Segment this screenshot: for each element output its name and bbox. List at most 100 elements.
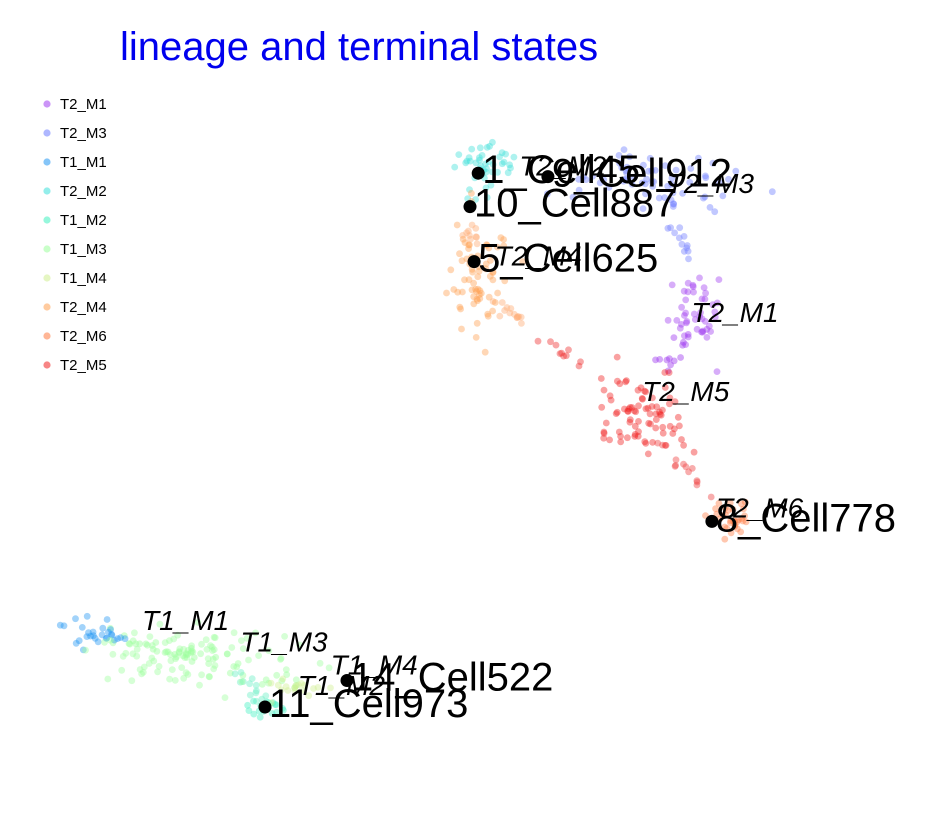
data-point-t2-m4 [473,319,481,327]
bridge-point [680,338,687,346]
data-point-t2-m6 [731,521,739,529]
bridge-point [684,331,692,338]
data-point-t1-m2 [256,713,264,721]
data-point-t2-m1 [682,296,690,304]
bridge-point [212,653,220,661]
data-point-t2-m4 [454,288,462,296]
data-point-t2-m6 [741,498,749,506]
cluster-label: T2_M2 [519,150,607,181]
data-point-t2-m3 [628,180,636,188]
data-point-t2-m5 [625,405,633,413]
bridge-point [514,313,522,320]
data-point-t2-m4 [475,267,483,275]
data-point-t2-m3 [630,173,638,181]
data-point-t2-m4 [456,250,463,258]
data-point-t1-m4 [292,682,299,690]
terminal-state-marker [705,514,719,528]
data-point-t2-m5 [649,394,656,402]
data-point-t2-m4 [468,286,476,294]
data-point-t1-m3 [168,666,176,673]
data-point-t2-m2 [496,153,503,161]
data-point-t2-m6 [741,512,748,520]
data-point-t2-m5 [615,428,623,436]
data-point-t2-m4 [500,242,508,250]
data-point-t2-m4 [472,334,480,341]
data-point-t2-m4 [476,295,484,302]
legend-marker [43,129,51,137]
data-point-t2-m3 [650,178,658,186]
data-point-t1-m1 [102,635,110,642]
data-point-t1-m3 [210,633,218,641]
bridge-point [175,648,183,655]
data-point-t2-m5 [631,407,638,415]
data-point-t1-m3 [205,673,213,680]
data-point-t2-m4 [489,269,497,276]
bridge-point [562,352,570,360]
data-point-t1-m3 [245,656,252,664]
data-point-t2-m4 [486,272,494,280]
bridge-point [142,640,150,648]
bridge-point [161,649,169,656]
data-point-t2-m5 [642,405,650,413]
bridge-point [667,224,674,232]
bridge-point [656,356,664,363]
bridge-point [459,232,467,239]
data-point-t2-m2 [489,138,496,146]
bridge-point [659,441,666,449]
data-point-t2-m3 [670,200,677,208]
legend-entry: T1_M3 [60,241,107,258]
data-point-t1-m1 [108,631,116,639]
data-point-t2-m6 [727,529,735,537]
legend-entry: T2_M4 [60,299,107,316]
data-point-t1-m3 [198,640,205,648]
data-point-t2-m3 [618,164,626,172]
bridge-point [680,460,687,468]
data-point-t1-m3 [128,677,136,685]
bridge-point [670,200,677,208]
data-point-t2-m6 [738,515,746,522]
data-point-t2-m3 [639,205,647,213]
bridge-point [248,675,256,682]
data-point-t1-m4 [298,680,305,687]
data-point-t2-m3 [648,178,656,186]
data-point-t2-m4 [470,293,478,301]
data-point-t2-m2 [498,160,506,168]
data-point-t2-m5 [635,402,642,410]
data-point-t2-m1 [713,368,721,375]
legend-marker [43,361,51,369]
bridge-point [672,462,679,469]
bridge-point [468,221,476,229]
data-point-t2-m3 [711,208,719,216]
data-point-t2-m5 [671,398,679,406]
data-point-t2-m3 [648,167,656,175]
data-point-t2-m4 [494,243,501,251]
data-point-t1-m1 [107,626,114,633]
bridge-point [498,299,506,306]
data-point-t2-m4 [483,242,491,249]
bridge-point [173,653,180,661]
data-point-t2-m5 [606,392,614,400]
data-point-t2-m5 [626,416,634,423]
data-point-t2-m2 [478,152,486,159]
data-point-t1-m3 [146,633,154,640]
data-point-t2-m1 [698,295,706,303]
data-point-t2-m6 [738,500,745,508]
data-point-t1-m1 [87,632,94,640]
cluster-label: T1_M3 [240,626,328,657]
cluster-label: T1_M1 [142,605,229,636]
data-point-t2-m1 [707,328,714,335]
data-point-t2-m6 [726,499,734,507]
data-point-t2-m2 [489,161,497,168]
data-point-t2-m2 [476,154,483,162]
data-point-t2-m2 [465,154,473,162]
data-point-t1-m1 [111,636,118,644]
bridge-point [664,367,672,375]
data-point-t2-m2 [483,144,491,151]
bridge-point [685,255,692,263]
data-point-t2-m5 [628,404,636,411]
data-point-t1-m2 [245,707,253,714]
bridge-point [126,640,134,648]
data-point-t2-m4 [470,300,478,308]
data-point-t2-m1 [700,284,708,291]
